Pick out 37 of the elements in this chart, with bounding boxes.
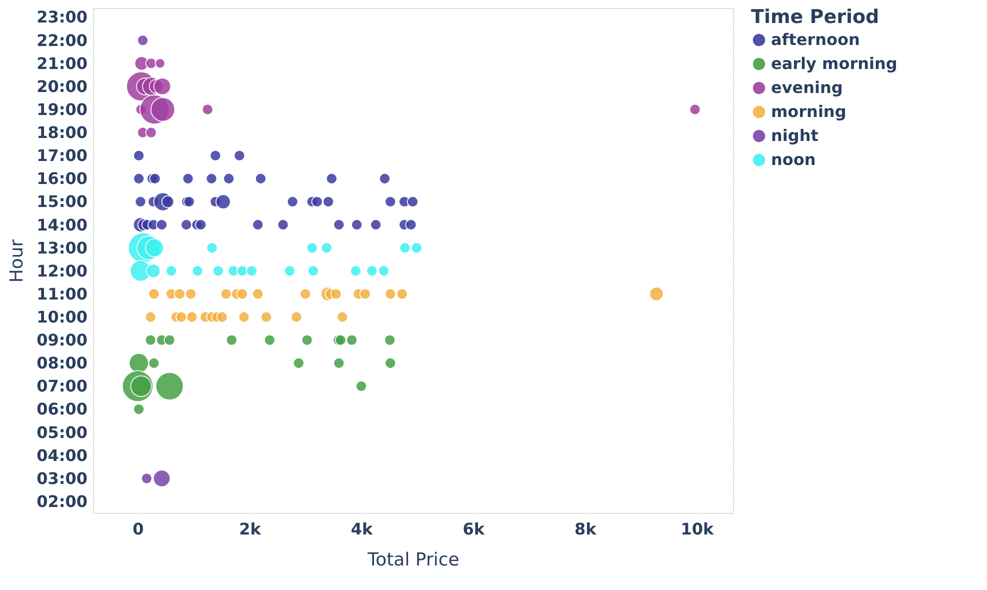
- legend-label: noon: [771, 150, 816, 169]
- y-tick-label: 04:00: [36, 446, 88, 465]
- y-tick-label: 21:00: [36, 54, 88, 73]
- y-tick-label: 18:00: [36, 123, 88, 142]
- y-axis-title: Hour: [6, 238, 28, 283]
- y-tick-label: 06:00: [36, 400, 88, 419]
- y-tick-label: 20:00: [36, 76, 88, 96]
- y-tick-label: 19:00: [36, 100, 88, 119]
- x-tick-label: 8k: [574, 520, 597, 538]
- y-tick-label: 13:00: [36, 238, 88, 258]
- x-tick-label: 6k: [462, 520, 485, 538]
- x-tick-label: 0: [132, 520, 144, 538]
- y-tick-label: 17:00: [36, 146, 88, 166]
- y-tick-label: 14:00: [36, 215, 88, 234]
- y-tick-label: 10:00: [36, 307, 88, 326]
- y-tick-label: 11:00: [36, 284, 88, 304]
- y-tick-label: 02:00: [36, 492, 88, 511]
- y-tick-label: 23:00: [36, 8, 88, 27]
- x-tick-label: 10k: [680, 520, 714, 538]
- y-tick-label: 22:00: [36, 30, 88, 50]
- legend-label: afternoon: [771, 30, 860, 49]
- x-axis-title: Total Price: [366, 550, 460, 570]
- legend-label: morning: [771, 102, 846, 121]
- y-tick-label: 03:00: [36, 468, 88, 488]
- y-tick-label: 09:00: [36, 330, 88, 350]
- legend-label: evening: [771, 78, 843, 97]
- x-tick-label: 2k: [239, 520, 262, 538]
- y-tick-label: 05:00: [36, 422, 88, 442]
- y-tick-label: 07:00: [36, 376, 88, 396]
- y-tick-label: 08:00: [36, 354, 88, 373]
- y-tick-label: 16:00: [36, 169, 88, 188]
- legend-label: night: [771, 126, 819, 145]
- y-tick-label: 12:00: [36, 261, 88, 280]
- y-tick-label: 15:00: [36, 192, 88, 212]
- x-tick-label: 4k: [350, 520, 374, 538]
- legend-label: early morning: [771, 54, 898, 73]
- legend-title: Time Period: [751, 6, 880, 28]
